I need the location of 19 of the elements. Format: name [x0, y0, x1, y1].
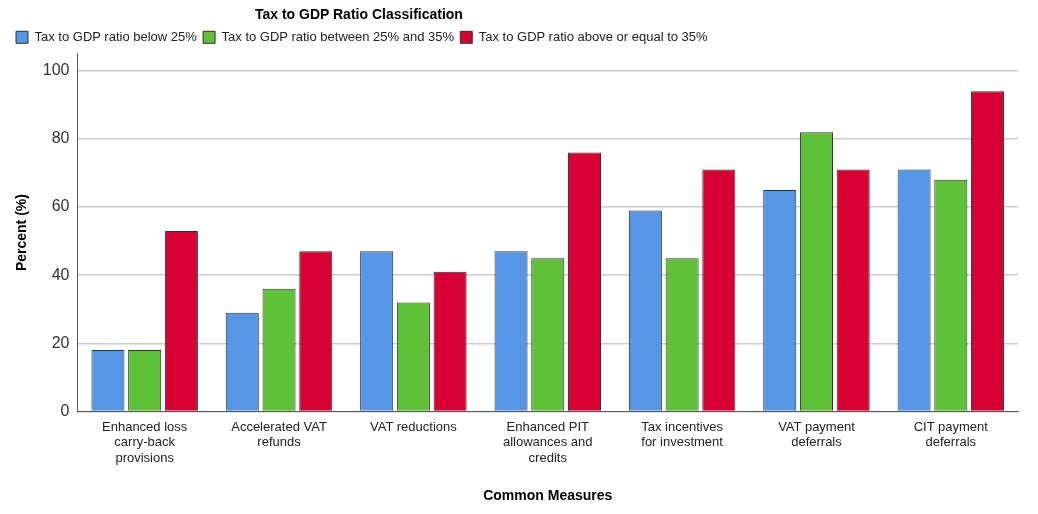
y-tick-label: 80 [51, 129, 70, 147]
x-tick-label: CIT payment deferrals [913, 418, 989, 450]
legend-label: Tax to GDP ratio above or equal to 35% [478, 28, 709, 44]
legend-label: Tax to GDP ratio below 25% [34, 28, 198, 44]
legend-title: Tax to GDP Ratio Classification [254, 5, 463, 22]
y-tick-label: 0 [60, 401, 70, 419]
x-tick-label: Enhanced loss carry-back provisions [102, 418, 188, 465]
y-tick-label: 100 [42, 61, 70, 79]
x-axis-title: Common Measures [483, 487, 613, 504]
x-tick-label: VAT payment deferrals [778, 418, 856, 450]
y-tick-label: 40 [51, 265, 70, 283]
y-tick-label: 60 [51, 197, 70, 215]
y-axis-title: Percent (%) [13, 194, 30, 272]
x-tick-label: Tax incentives for investment [641, 418, 724, 450]
y-tick-label: 20 [51, 333, 70, 351]
legend-label: Tax to GDP ratio between 25% and 35% [221, 28, 455, 44]
x-tick-label: Enhanced PIT allowances and credits [502, 418, 593, 465]
x-tick-label: Accelerated VAT refunds [231, 418, 327, 450]
x-tick-label: VAT reductions [370, 418, 458, 434]
